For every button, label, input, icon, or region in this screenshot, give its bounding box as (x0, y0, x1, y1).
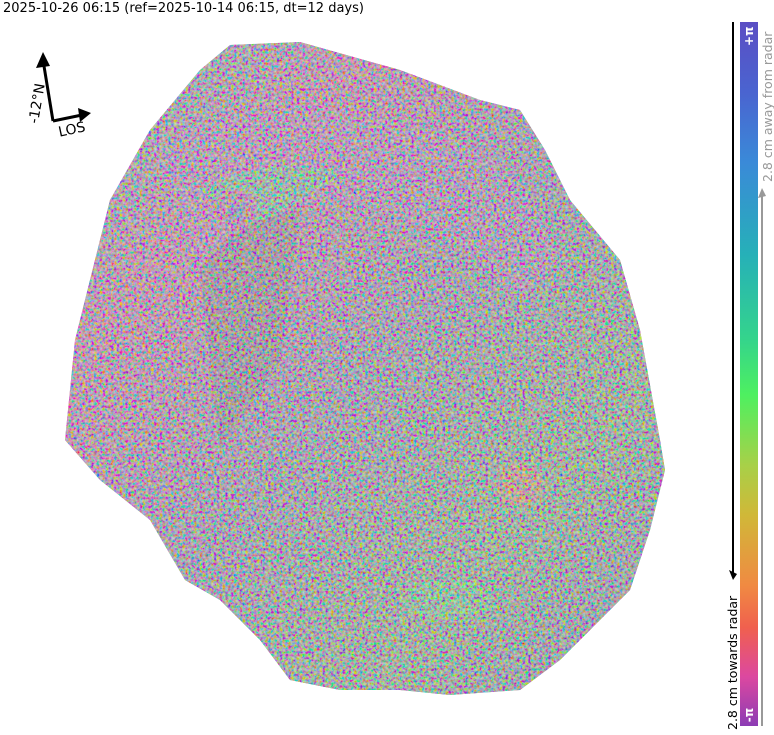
plot-title: 2025-10-26 06:15 (ref=2025-10-14 06:15, … (3, 1, 364, 16)
towards-arrow-icon (729, 22, 737, 580)
colorbar-max-label: +π (742, 26, 756, 46)
colorbar-min-label: -π (742, 707, 756, 723)
away-from-radar-label: 2.8 cm away from radar (760, 31, 774, 182)
compass-arrows-icon (36, 52, 91, 123)
away-arrow-icon (758, 188, 766, 726)
island-phase-area (65, 42, 665, 695)
phase-colorbar (740, 22, 758, 726)
towards-radar-label: 2.8 cm towards radar (725, 595, 740, 730)
